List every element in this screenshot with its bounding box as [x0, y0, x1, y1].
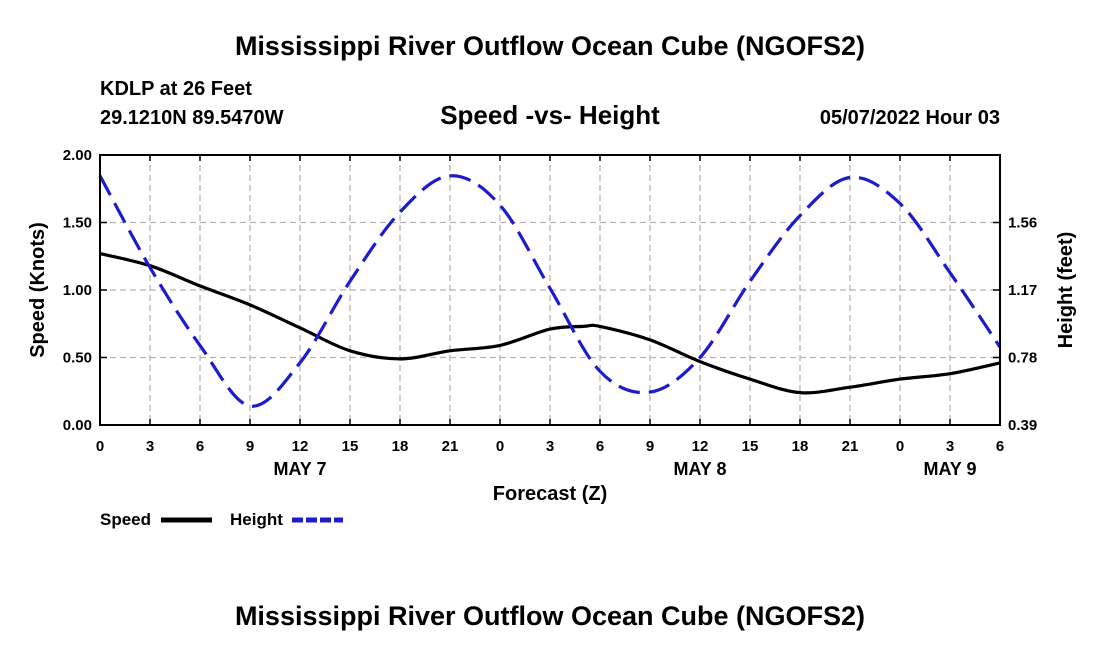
x-tick-label: 18 — [392, 438, 409, 455]
x-tick-label: 3 — [146, 438, 154, 455]
tick-labels: 0 3 6 9 12 15 18 21 0 3 6 9 12 15 18 21 0 3 6 MAY 7 MAY 8 MAY… — [63, 147, 1037, 479]
location-label: 29.1210N 89.5470W — [100, 107, 284, 129]
x-axis-title: Forecast (Z) — [493, 483, 607, 505]
x-tick-label: 21 — [842, 438, 859, 455]
y-tick-label: 2.00 — [63, 147, 92, 164]
y-tick-label: 0.50 — [63, 350, 92, 367]
y-tick-label: 1.00 — [63, 282, 92, 299]
x-tick-label: 6 — [996, 438, 1004, 455]
tick-marks — [99, 154, 1001, 426]
x-tick-label: 15 — [342, 438, 359, 455]
x-tick-label: 0 — [96, 438, 104, 455]
x-tick-label: 0 — [496, 438, 504, 455]
y-axis-title: Speed (Knots) — [27, 222, 49, 358]
series-line-height — [98, 174, 1002, 408]
x-tick-label: 9 — [246, 438, 254, 455]
legend: Speed Height — [100, 510, 343, 529]
x-tick-label: 6 — [196, 438, 204, 455]
y2-tick-label: 1.56 — [1008, 215, 1037, 232]
station-label: KDLP at 26 Feet — [100, 78, 252, 100]
y-tick-label: 0.00 — [63, 417, 92, 434]
y2-tick-label: 1.17 — [1008, 282, 1037, 299]
y2-tick-label: 0.39 — [1008, 417, 1037, 434]
date-label: MAY 9 — [923, 459, 976, 479]
x-tick-label: 3 — [946, 438, 954, 455]
series-group — [98, 174, 1002, 408]
footer-title: Mississippi River Outflow Ocean Cube (NG… — [235, 601, 865, 631]
series-line-speed — [99, 252, 1001, 395]
page-title: Mississippi River Outflow Ocean Cube (NG… — [235, 31, 865, 61]
x-tick-label: 12 — [692, 438, 709, 455]
chart-title: Speed -vs- Height — [440, 100, 660, 130]
x-tick-label: 9 — [646, 438, 654, 455]
legend-speed-label: Speed — [100, 510, 151, 529]
legend-height-label: Height — [230, 510, 283, 529]
y2-axis-title: Height (feet) — [1055, 232, 1077, 349]
timestamp-label: 05/07/2022 Hour 03 — [820, 107, 1000, 129]
date-label: MAY 8 — [673, 459, 726, 479]
date-label: MAY 7 — [273, 459, 326, 479]
x-tick-label: 12 — [292, 438, 309, 455]
y-tick-label: 1.50 — [63, 215, 92, 232]
x-tick-label: 15 — [742, 438, 759, 455]
x-tick-label: 18 — [792, 438, 809, 455]
y2-tick-label: 0.78 — [1008, 350, 1037, 367]
x-tick-label: 3 — [546, 438, 554, 455]
x-tick-label: 0 — [896, 438, 904, 455]
x-tick-label: 6 — [596, 438, 604, 455]
x-tick-label: 21 — [442, 438, 459, 455]
